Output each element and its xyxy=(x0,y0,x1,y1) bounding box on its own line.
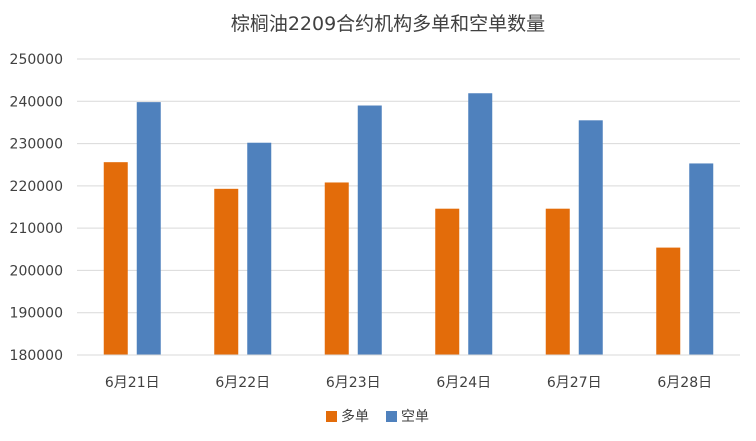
y-tick-label: 200000 xyxy=(10,263,63,279)
x-axis-ticks: 6月21日 6月22日 6月23日 6月24日 6月27日 6月28日 xyxy=(105,375,712,391)
y-tick-label: 250000 xyxy=(10,52,63,68)
bar-long-5 xyxy=(656,247,681,355)
x-tick-label: 6月23日 xyxy=(326,375,381,391)
x-tick-label: 6月22日 xyxy=(215,375,270,391)
x-tick-label: 6月21日 xyxy=(105,375,160,391)
legend-label: 空单 xyxy=(401,409,429,425)
bar-short-3 xyxy=(468,93,493,355)
bar-short-2 xyxy=(357,105,382,355)
x-tick-label: 6月24日 xyxy=(436,375,491,391)
legend-swatch xyxy=(386,411,397,422)
x-tick-label: 6月27日 xyxy=(547,375,602,391)
y-tick-label: 220000 xyxy=(10,179,63,195)
bar-long-3 xyxy=(435,208,460,355)
legend-swatch xyxy=(326,411,337,422)
bar-long-4 xyxy=(545,208,570,355)
y-tick-label: 230000 xyxy=(10,137,63,153)
bar-short-1 xyxy=(247,142,272,355)
bar-long-2 xyxy=(324,182,349,355)
bar-short-4 xyxy=(578,120,603,355)
y-tick-label: 180000 xyxy=(10,348,63,364)
bar-short-5 xyxy=(689,163,714,355)
grid-lines xyxy=(77,58,740,314)
bar-long-1 xyxy=(214,188,239,355)
legend-label: 多单 xyxy=(341,408,369,425)
bar-short-0 xyxy=(136,102,161,355)
chart-title: 棕榈油2209合约机构多单和空单数量 xyxy=(231,13,545,35)
y-tick-label: 210000 xyxy=(10,221,63,237)
bars xyxy=(103,93,714,355)
y-axis-ticks: 180000 190000 200000 210000 220000 230000 2400… xyxy=(10,52,63,364)
bar-long-0 xyxy=(103,162,128,355)
legend: 多单 空单 xyxy=(326,408,429,425)
y-tick-label: 240000 xyxy=(10,94,63,110)
y-tick-label: 190000 xyxy=(10,306,63,322)
x-tick-label: 6月28日 xyxy=(657,375,712,391)
